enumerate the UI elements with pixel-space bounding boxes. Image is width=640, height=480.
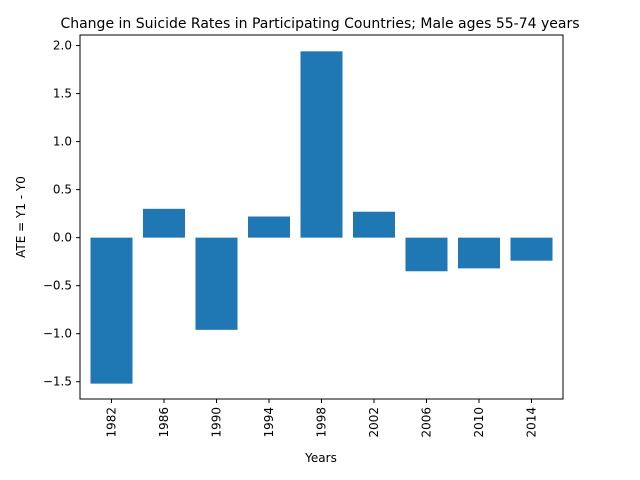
bar-2010 bbox=[458, 237, 500, 269]
bar-2002 bbox=[353, 211, 395, 238]
bar-1990 bbox=[195, 237, 238, 330]
y-tick-label: 1.5 bbox=[53, 87, 72, 101]
x-tick-label: 1998 bbox=[315, 407, 329, 438]
y-tick-label: 2.0 bbox=[53, 39, 72, 53]
y-tick-label: 0.5 bbox=[53, 183, 72, 197]
y-tick-label: 0.0 bbox=[53, 231, 72, 245]
x-tick-label: 1994 bbox=[262, 407, 276, 438]
bar-1994 bbox=[248, 216, 290, 238]
y-tick-label: 1.0 bbox=[53, 135, 72, 149]
bars-group bbox=[90, 51, 553, 384]
x-tick-label: 2010 bbox=[472, 407, 486, 438]
plot-frame bbox=[79, 34, 564, 400]
x-tick-label: 1986 bbox=[157, 407, 171, 438]
x-tick-label: 2006 bbox=[420, 407, 434, 438]
y-tick-label: −0.5 bbox=[43, 279, 72, 293]
x-tick-label: 1982 bbox=[105, 407, 119, 438]
bar-1982 bbox=[90, 237, 133, 384]
y-tick-label: −1.5 bbox=[43, 375, 72, 389]
bar-2014 bbox=[510, 237, 553, 261]
y-axis-title: ATE = Y1 - Y0 bbox=[14, 176, 28, 258]
bar-1998 bbox=[300, 51, 343, 238]
y-tick-label: −1.0 bbox=[43, 327, 72, 341]
x-tick-label: 1990 bbox=[210, 407, 224, 438]
y-axis: −1.5 −1.0 −0.5 0.0 0.5 1.0 1.5 2.0 bbox=[43, 39, 80, 389]
x-axis-title: Years bbox=[304, 451, 337, 465]
x-tick-label: 2002 bbox=[367, 407, 381, 438]
x-tick-label: 2014 bbox=[525, 407, 539, 438]
bar-1986 bbox=[143, 208, 185, 238]
bar-2006 bbox=[405, 237, 448, 272]
chart-title: Change in Suicide Rates in Participating… bbox=[60, 16, 579, 32]
x-axis: 1982 1986 1990 1994 1998 2002 2006 2010 2014 bbox=[105, 399, 539, 438]
